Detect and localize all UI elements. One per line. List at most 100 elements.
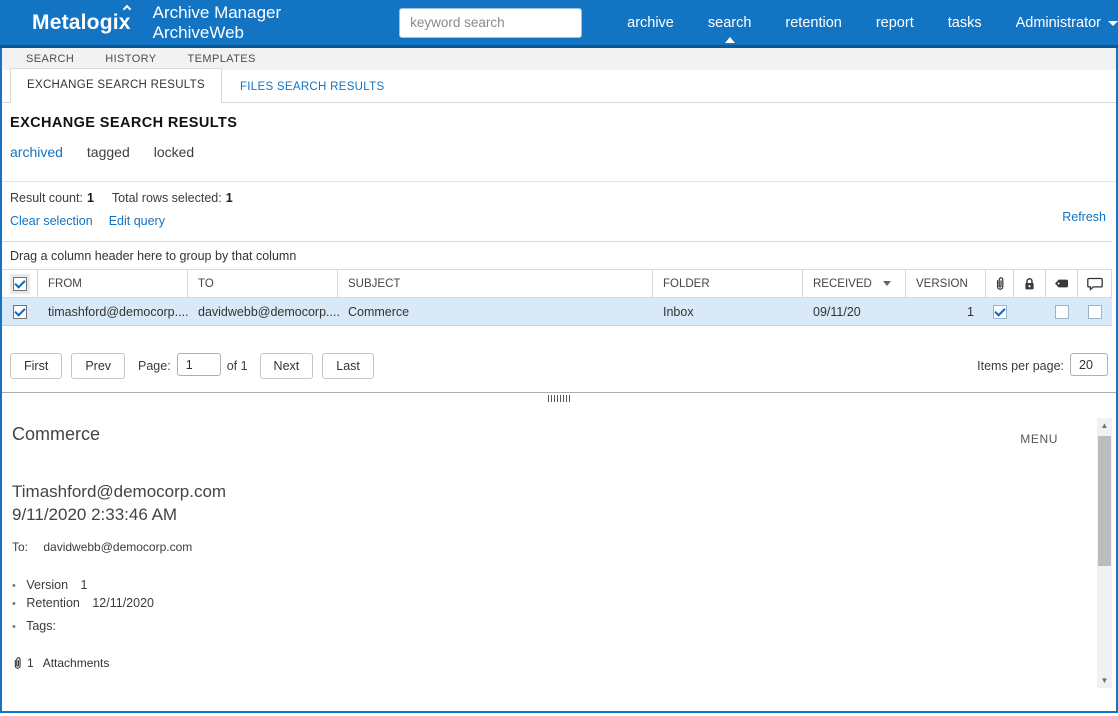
- bullet-icon: •: [12, 580, 16, 592]
- results-toolbar: Result count: 1 Total rows selected: 1 Cle…: [2, 181, 1116, 241]
- metalogix-logo: Metalogix: [32, 4, 131, 35]
- comment-icon: [1086, 277, 1103, 291]
- column-header-to[interactable]: TO: [188, 270, 338, 297]
- results-grid: Drag a column header here to group by th…: [2, 241, 1112, 326]
- tag-icon: [1055, 279, 1068, 288]
- top-bar: Metalogix Archive Manager ArchiveWeb arc…: [0, 0, 1118, 48]
- scroll-up-icon[interactable]: ▲: [1100, 421, 1109, 430]
- column-header-folder[interactable]: FOLDER: [653, 270, 803, 297]
- column-header-from[interactable]: FROM: [38, 270, 188, 297]
- tab-exchange-search-results[interactable]: EXCHANGE SEARCH RESULTS: [10, 68, 222, 103]
- sort-arrow-icon[interactable]: [883, 281, 891, 286]
- detail-version: • Version 1: [12, 578, 88, 592]
- clear-selection-link[interactable]: Clear selection: [10, 214, 93, 228]
- cell-subject: Commerce: [348, 304, 410, 319]
- group-by-hint[interactable]: Drag a column header here to group by th…: [2, 242, 1112, 270]
- subnav-item-search[interactable]: SEARCH: [26, 53, 75, 65]
- to-label: To:: [12, 540, 29, 554]
- refresh-link[interactable]: Refresh: [1062, 210, 1106, 224]
- message-preview-pane: Commerce MENU Timashford@democorp.com 9/…: [2, 402, 1116, 711]
- column-header-lock[interactable]: [1014, 270, 1046, 297]
- toolbar-links: Clear selection Edit query: [10, 214, 1108, 228]
- column-header-tag[interactable]: [1046, 270, 1078, 297]
- chevron-down-icon: [1108, 21, 1118, 26]
- column-header-received[interactable]: RECEIVED: [803, 270, 906, 297]
- edit-query-link[interactable]: Edit query: [108, 214, 165, 228]
- top-nav: archive search retention report tasks: [627, 14, 982, 43]
- preview-details: • Version 1 • Retention 12/11/2020 • Tag…: [12, 578, 1116, 633]
- scroll-down-icon[interactable]: ▼: [1100, 676, 1109, 685]
- cell-version: 1: [967, 304, 974, 319]
- attachments-count: 1: [27, 656, 34, 670]
- comment-checkbox[interactable]: [1088, 304, 1102, 319]
- filter-tagged[interactable]: tagged: [86, 144, 130, 160]
- prev-page-button[interactable]: Prev: [71, 353, 126, 379]
- nav-item-search[interactable]: search: [707, 14, 752, 43]
- to-value: davidwebb@democorp.com: [43, 540, 193, 554]
- column-header-version[interactable]: VERSION: [906, 270, 986, 297]
- logo-text: Metalogix: [32, 10, 131, 34]
- page-of-label: of 1: [226, 359, 248, 373]
- attachments-line[interactable]: 1 Attachments: [12, 656, 1116, 670]
- user-menu-administrator[interactable]: Administrator: [1016, 15, 1118, 31]
- next-page-button[interactable]: Next: [259, 353, 314, 379]
- lock-icon: [1025, 277, 1034, 289]
- page-number-input[interactable]: [176, 353, 221, 376]
- preview-subject: Commerce: [12, 424, 101, 444]
- total-rows-selected: Total rows selected: 1: [111, 191, 233, 205]
- page-title: EXCHANGE SEARCH RESULTS: [10, 115, 238, 131]
- received-label: RECEIVED: [813, 277, 872, 290]
- nav-item-retention[interactable]: retention: [785, 14, 842, 31]
- tab-strip: EXCHANGE SEARCH RESULTS FILES SEARCH RES…: [2, 68, 1116, 103]
- page-frame: SEARCH HISTORY TEMPLATES EXCHANGE SEARCH…: [0, 48, 1118, 713]
- detail-tags: • Tags:: [12, 619, 56, 633]
- bullet-icon: •: [12, 621, 16, 633]
- cell-folder: Inbox: [663, 304, 694, 319]
- page-label: Page:: [138, 359, 171, 373]
- column-header-comment[interactable]: [1078, 270, 1112, 297]
- preview-scrollbar[interactable]: ▲ ▼: [1097, 418, 1112, 688]
- result-counts: Result count: 1 Total rows selected: 1: [10, 191, 1108, 205]
- subnav-item-templates[interactable]: TEMPLATES: [187, 53, 256, 65]
- select-all-checkbox[interactable]: [9, 273, 30, 294]
- filter-locked[interactable]: locked: [153, 144, 195, 160]
- cell-comment: [1078, 298, 1112, 325]
- subnav-item-history[interactable]: HISTORY: [105, 53, 157, 65]
- items-per-page-input[interactable]: [1070, 353, 1108, 376]
- keyword-search-input[interactable]: [399, 7, 583, 38]
- detail-retention: • Retention 12/11/2020: [12, 596, 154, 610]
- column-header-attachment[interactable]: [986, 270, 1014, 297]
- first-page-button[interactable]: First: [10, 353, 63, 379]
- grid-header-row: FROM TO SUBJECT FOLDER RECEIVED VERSION: [2, 270, 1112, 298]
- result-filters: archived tagged locked: [10, 144, 1108, 160]
- last-page-button[interactable]: Last: [322, 353, 374, 379]
- tab-files-search-results[interactable]: FILES SEARCH RESULTS: [239, 81, 385, 93]
- filter-archived[interactable]: archived: [10, 144, 63, 160]
- attachment-icon: [14, 657, 21, 669]
- tag-checkbox[interactable]: [1055, 304, 1069, 319]
- row-select-checkbox[interactable]: [13, 304, 27, 319]
- preview-menu-button[interactable]: MENU: [1020, 432, 1058, 446]
- column-header-subject[interactable]: SUBJECT: [338, 270, 653, 297]
- nav-item-archive[interactable]: archive: [627, 14, 674, 31]
- pagination-bar: First Prev Page: of 1 Next Last Items pe…: [2, 326, 1116, 392]
- cell-attachment: [986, 298, 1014, 325]
- cell-to: davidwebb@democorp....: [198, 304, 340, 319]
- preview-date: 9/11/2020 2:33:46 AM: [12, 505, 178, 524]
- attachment-checkbox[interactable]: [993, 304, 1007, 319]
- pane-splitter[interactable]: [2, 392, 1116, 402]
- splitter-grip-icon[interactable]: [547, 395, 571, 402]
- user-menu-label: Administrator: [1015, 14, 1101, 31]
- table-row[interactable]: timashford@democorp.... davidwebb@democo…: [2, 298, 1112, 326]
- nav-item-report[interactable]: report: [875, 14, 914, 31]
- sub-nav: SEARCH HISTORY TEMPLATES: [2, 48, 1116, 70]
- app-title: Archive Manager ArchiveWeb: [152, 2, 282, 42]
- cell-lock: [1014, 298, 1046, 325]
- result-count: Result count: 1: [10, 191, 94, 205]
- results-head: EXCHANGE SEARCH RESULTS archived tagged …: [2, 103, 1116, 181]
- attachment-icon: [996, 277, 1003, 290]
- nav-item-tasks[interactable]: tasks: [947, 14, 982, 31]
- preview-to-line: To: davidwebb@democorp.com: [12, 540, 1116, 554]
- preview-sender: Timashford@democorp.com: [12, 482, 227, 501]
- scrollbar-thumb[interactable]: [1098, 436, 1111, 566]
